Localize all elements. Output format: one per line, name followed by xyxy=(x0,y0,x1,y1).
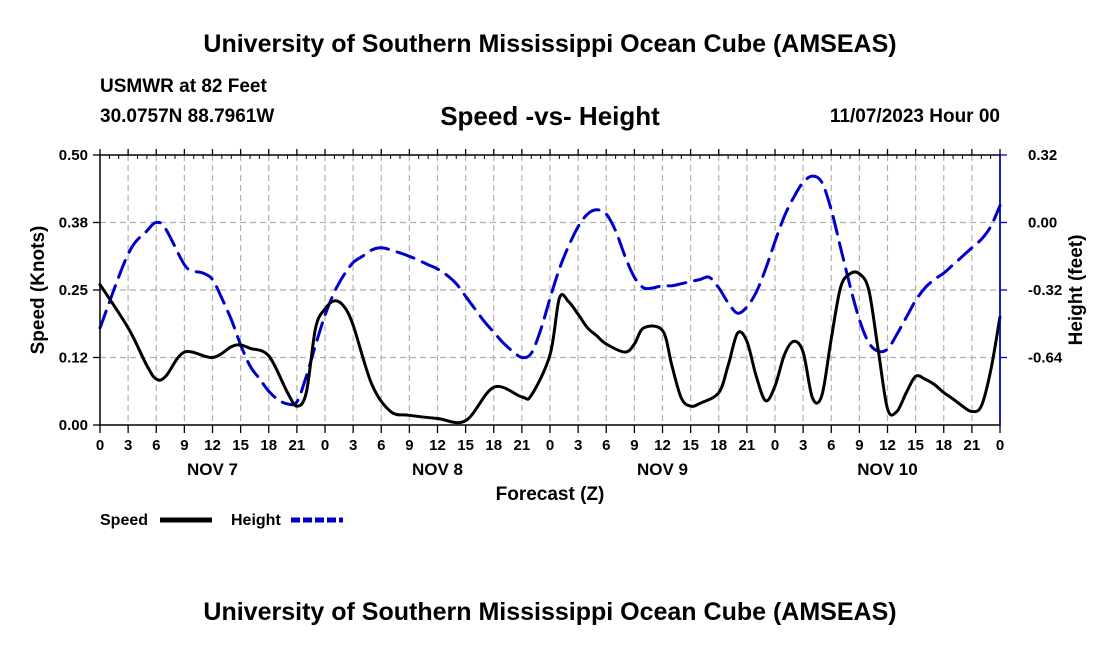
day-label: NOV 8 xyxy=(412,460,463,479)
height-series-line xyxy=(98,174,1002,407)
y2-tick-label: 0.32 xyxy=(1028,147,1057,164)
x-tick-label: 9 xyxy=(855,437,863,454)
y2-tick-label: -0.64 xyxy=(1028,350,1063,367)
y-tick-label: 0.12 xyxy=(59,350,88,367)
x-tick-label: 21 xyxy=(514,437,531,454)
y2-axis-title: Height (feet) xyxy=(1066,235,1087,346)
x-tick-label: 9 xyxy=(180,437,188,454)
y-tick-label: 0.38 xyxy=(59,215,88,232)
x-tick-label: 12 xyxy=(429,437,446,454)
page-title: University of Southern Mississippi Ocean… xyxy=(203,30,897,58)
day-label: NOV 10 xyxy=(857,460,917,479)
x-tick-label: 6 xyxy=(827,437,835,454)
x-tick-label: 0 xyxy=(546,437,554,454)
x-tick-label: 15 xyxy=(232,437,249,454)
y-tick-label: 0.50 xyxy=(59,147,88,164)
y-axis-title: Speed (Knots) xyxy=(28,226,49,355)
x-tick-label: 0 xyxy=(996,437,1004,454)
y-tick-label: 0.00 xyxy=(59,417,88,434)
day-label: NOV 7 xyxy=(187,460,238,479)
footer-title: University of Southern Mississippi Ocean… xyxy=(203,598,897,626)
x-tick-label: 3 xyxy=(349,437,357,454)
x-tick-label: 12 xyxy=(879,437,896,454)
coordinates-label: 30.0757N 88.7961W xyxy=(100,106,275,127)
x-tick-label: 18 xyxy=(935,437,952,454)
x-tick-label: 15 xyxy=(457,437,474,454)
x-tick-label: 21 xyxy=(289,437,306,454)
x-tick-label: 18 xyxy=(710,437,727,454)
legend-height-label: Height xyxy=(231,512,281,529)
y-tick-label: 0.25 xyxy=(59,282,88,299)
chart-title: Speed -vs- Height xyxy=(440,101,660,131)
x-tick-label: 0 xyxy=(96,437,104,454)
forecast-date: 11/07/2023 Hour 00 xyxy=(829,106,1000,127)
grid xyxy=(100,155,1000,425)
x-tick-label: 9 xyxy=(630,437,638,454)
x-axis-title: Forecast (Z) xyxy=(496,484,605,505)
day-label: NOV 9 xyxy=(637,460,688,479)
x-tick-label: 9 xyxy=(405,437,413,454)
speed-series-line xyxy=(98,270,1002,425)
x-tick-label: 15 xyxy=(907,437,924,454)
series-layer xyxy=(98,174,1002,425)
x-tick-label: 6 xyxy=(377,437,385,454)
y2-tick-label: -0.32 xyxy=(1028,282,1062,299)
legend-speed-label: Speed xyxy=(100,512,148,529)
x-tick-label: 3 xyxy=(574,437,582,454)
x-tick-label: 0 xyxy=(771,437,779,454)
x-tick-label: 12 xyxy=(654,437,671,454)
axes: 0 3 6 9 12 15 18 21 0 3 6 9 12 15 18 21 0 3 6 9 12 15 18 21 0 3 6 9… xyxy=(59,147,1063,479)
x-tick-label: 3 xyxy=(124,437,132,454)
x-tick-label: 6 xyxy=(602,437,610,454)
x-tick-label: 21 xyxy=(739,437,756,454)
x-tick-label: 6 xyxy=(152,437,160,454)
x-tick-label: 21 xyxy=(964,437,981,454)
x-tick-label: 18 xyxy=(485,437,502,454)
x-tick-label: 3 xyxy=(799,437,807,454)
x-tick-label: 12 xyxy=(204,437,221,454)
y2-tick-label: 0.00 xyxy=(1028,215,1057,232)
x-tick-label: 0 xyxy=(321,437,329,454)
legend: Speed Height xyxy=(100,512,343,529)
station-label: USMWR at 82 Feet xyxy=(100,76,267,97)
x-tick-label: 15 xyxy=(682,437,699,454)
x-tick-label: 18 xyxy=(260,437,277,454)
